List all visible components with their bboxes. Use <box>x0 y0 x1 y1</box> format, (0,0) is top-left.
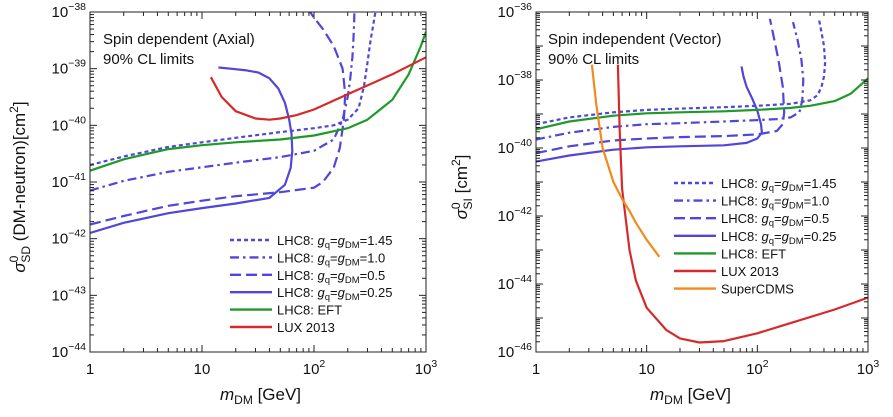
y-tick-label: 10−40 <box>52 114 87 134</box>
series-line-3 <box>90 66 294 235</box>
annotation-text: Spin dependent (Axial) <box>103 31 255 48</box>
panel-spin-independent: 1 10 102 103 10−46 10−44 10−42 10−40 10−38 10−36 m… <box>449 1 879 407</box>
legend-label: LHC8: gq=gDM=0.25 <box>277 285 393 303</box>
annotation-text: 90% CL limits <box>548 51 639 68</box>
x-tick-label: 1 <box>86 361 94 378</box>
y-tick-label: 10−38 <box>498 69 533 89</box>
y-tick-label: 10−44 <box>498 273 533 293</box>
legend-label: LHC8: gq=gDM=1.0 <box>277 250 385 268</box>
y-tick-label: 10−42 <box>52 228 87 248</box>
legend-label: LHC8: gq=gDM=0.25 <box>721 229 837 247</box>
x-tick-label: 10 <box>638 361 655 378</box>
axes <box>89 11 427 353</box>
series-line-5 <box>209 56 426 121</box>
legend-label: LHC8: gq=gDM=1.45 <box>721 176 837 194</box>
y-tick-label: 10−43 <box>52 284 87 304</box>
y-tick-label: 10−38 <box>52 1 87 21</box>
y-axis-label: σ0SD (DM-neutron)[cm2] <box>7 101 33 272</box>
y-tick-label: 10−41 <box>52 171 87 191</box>
legend-label: LHC8: EFT <box>277 303 342 318</box>
legend-label: LHC8: gq=gDM=1.0 <box>721 194 829 212</box>
series-line-1 <box>90 12 356 192</box>
x-tick-label: 103 <box>857 358 880 378</box>
series-line-4 <box>90 31 426 172</box>
series-line-2 <box>536 18 786 155</box>
annotation-text: 90% CL limits <box>103 51 194 68</box>
x-tick-label: 103 <box>415 358 438 378</box>
y-tick-label: 10−44 <box>52 341 87 361</box>
series-line-4 <box>536 77 868 131</box>
legend-label: LUX 2013 <box>277 320 335 335</box>
x-tick-label: 102 <box>303 358 326 378</box>
panel-spin-dependent: 1 10 102 103 10−44 10−43 10−42 10−41 10−40 10−39 1… <box>7 1 437 407</box>
y-tick-label: 10−42 <box>498 205 533 225</box>
y-tick-label: 10−39 <box>52 58 87 78</box>
annotation-text: Spin independent (Vector) <box>548 31 721 48</box>
y-axis-label: σ0SI [cm2] <box>449 155 475 220</box>
x-tick-label: 1 <box>532 361 540 378</box>
x-axis-label: mDM [GeV] <box>220 385 301 407</box>
series-line-0 <box>90 12 377 167</box>
legend-label: LHC8: EFT <box>721 246 786 261</box>
y-tick-label: 10−36 <box>498 1 533 21</box>
legend-label: LHC8: gq=gDM=0.5 <box>277 268 385 286</box>
y-tick-label: 10−46 <box>498 341 533 361</box>
y-tick-label: 10−40 <box>498 137 533 157</box>
legend-label: LUX 2013 <box>721 264 779 279</box>
x-axis-label: mDM [GeV] <box>650 385 731 407</box>
series-line-6 <box>590 64 661 258</box>
x-tick-label: 102 <box>746 358 769 378</box>
series-line-3 <box>536 66 764 163</box>
axes <box>535 11 869 353</box>
legend-label: LHC8: gq=gDM=1.45 <box>277 233 393 251</box>
series-line-1 <box>536 21 805 141</box>
x-tick-label: 10 <box>194 361 211 378</box>
series-line-2 <box>90 12 347 226</box>
legend-label: LHC8: gq=gDM=0.5 <box>721 211 829 229</box>
legend-label: SuperCDMS <box>721 282 794 297</box>
